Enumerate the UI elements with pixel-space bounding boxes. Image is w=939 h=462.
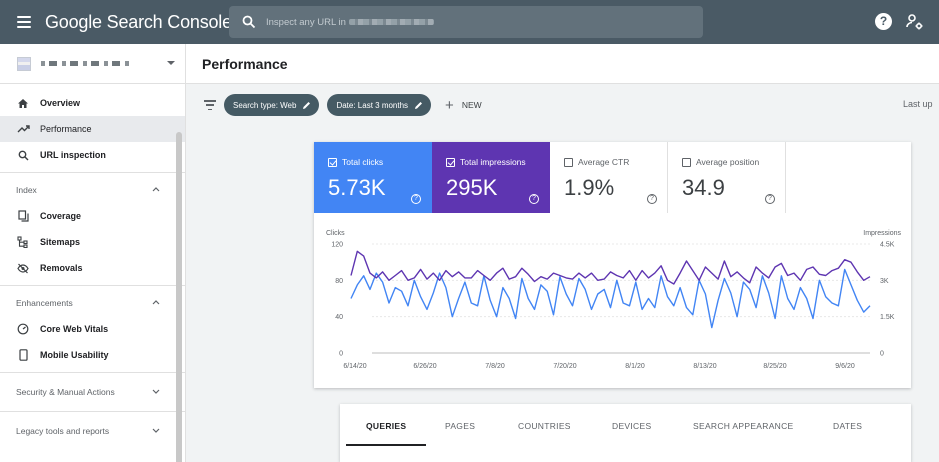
left-tick-label: 120: [331, 242, 343, 249]
clicks-series-line: [350, 268, 871, 329]
search-icon: [242, 15, 256, 29]
new-filter-button[interactable]: + NEW: [445, 96, 482, 114]
sidebar: Overview Performance URL inspection Inde…: [0, 44, 186, 462]
trending-up-icon: [16, 122, 30, 136]
checkbox-checked-icon[interactable]: [446, 157, 455, 167]
sidebar-item-performance[interactable]: Performance: [0, 116, 185, 142]
dimension-tabs: QUERIES PAGES COUNTRIES DEVICES SEARCH A…: [340, 404, 911, 462]
phone-icon: [16, 348, 30, 362]
search-icon: [16, 148, 30, 162]
date-range-chip[interactable]: Date: Last 3 months: [327, 94, 432, 116]
filter-icon[interactable]: [204, 100, 216, 110]
right-tick-label: 1.5K: [880, 314, 895, 321]
tab-dates[interactable]: DATES: [833, 421, 863, 431]
tab-search-appearance[interactable]: SEARCH APPEARANCE: [693, 421, 794, 431]
plus-icon: +: [445, 96, 454, 114]
checkbox-checked-icon[interactable]: [328, 157, 337, 167]
metric-total-clicks[interactable]: Total clicks 5.73K ?: [314, 142, 432, 213]
sidebar-item-sitemaps[interactable]: Sitemaps: [0, 229, 185, 255]
sidebar-item-overview[interactable]: Overview: [0, 90, 185, 116]
x-tick-label: 8/1/20: [625, 363, 645, 370]
top-bar: Google Search Console ?: [0, 0, 939, 44]
section-enhancements[interactable]: Enhancements: [0, 290, 185, 316]
section-index[interactable]: Index: [0, 177, 185, 203]
sidebar-item-removals[interactable]: Removals: [0, 255, 185, 281]
gauge-icon: [16, 322, 30, 336]
divider: [0, 411, 185, 412]
sidebar-item-coverage[interactable]: Coverage: [0, 203, 185, 229]
tab-devices[interactable]: DEVICES: [612, 421, 652, 431]
section-security-manual-actions[interactable]: Security & Manual Actions: [0, 377, 185, 407]
removals-icon: [16, 261, 30, 275]
sitemap-icon: [16, 235, 30, 249]
sidebar-item-core-web-vitals[interactable]: Core Web Vitals: [0, 316, 185, 342]
metric-value: 1.9%: [564, 175, 615, 200]
last-updated-text: Last up: [903, 99, 933, 109]
x-tick-label: 8/13/20: [693, 363, 716, 370]
sidebar-item-mobile-usability[interactable]: Mobile Usability: [0, 342, 185, 368]
help-icon[interactable]: ?: [647, 194, 657, 204]
active-tab-indicator: [346, 444, 426, 446]
page-header: Performance: [186, 44, 939, 84]
chevron-up-icon[interactable]: [152, 186, 160, 192]
help-icon[interactable]: ?: [875, 13, 892, 30]
checkbox-unchecked-icon[interactable]: [564, 157, 573, 167]
x-tick-label: 7/20/20: [553, 363, 576, 370]
checkbox-unchecked-icon[interactable]: [682, 157, 691, 167]
tab-queries[interactable]: QUERIES: [366, 421, 407, 431]
redacted-property-name: [41, 61, 131, 66]
x-tick-label: 9/6/20: [835, 363, 855, 370]
tab-countries[interactable]: COUNTRIES: [518, 421, 571, 431]
property-selector[interactable]: [0, 44, 185, 84]
help-icon[interactable]: ?: [411, 194, 421, 204]
metric-average-position[interactable]: Average position 34.9 ?: [668, 142, 786, 213]
right-axis-title: Impressions: [863, 230, 901, 237]
redacted-property-url: [349, 19, 434, 25]
right-tick-label: 3K: [880, 278, 889, 285]
metric-value: 34.9: [682, 175, 725, 200]
app-title: Google Search Console: [45, 11, 232, 32]
account-settings-icon[interactable]: [906, 13, 924, 31]
coverage-icon: [16, 209, 30, 223]
metric-total-impressions[interactable]: Total impressions 295K ?: [432, 142, 550, 213]
right-tick-label: 0: [880, 351, 884, 358]
metric-value: 295K: [446, 175, 498, 200]
caret-down-icon[interactable]: [167, 61, 175, 65]
divider: [0, 285, 185, 286]
menu-icon[interactable]: [17, 16, 31, 28]
x-tick-label: 7/8/20: [485, 363, 505, 370]
right-tick-label: 4.5K: [880, 242, 895, 249]
performance-chart[interactable]: Clicks Impressions 0 40 80 120 0 1.5K 3K 4.5K 6/14…: [314, 226, 911, 388]
left-tick-label: 80: [335, 278, 343, 285]
divider: [0, 172, 185, 173]
chevron-down-icon[interactable]: [152, 389, 160, 395]
divider: [0, 372, 185, 373]
help-icon[interactable]: ?: [529, 194, 539, 204]
x-tick-label: 6/26/20: [413, 363, 436, 370]
sidebar-item-url-inspection[interactable]: URL inspection: [0, 142, 185, 168]
left-tick-label: 40: [335, 314, 343, 321]
metric-average-ctr[interactable]: Average CTR 1.9% ?: [550, 142, 668, 213]
chevron-down-icon[interactable]: [152, 428, 160, 434]
tab-pages[interactable]: PAGES: [445, 421, 476, 431]
section-legacy-tools[interactable]: Legacy tools and reports: [0, 416, 185, 446]
help-icon[interactable]: ?: [765, 194, 775, 204]
edit-icon: [303, 101, 311, 109]
page-title: Performance: [202, 55, 288, 72]
sidebar-scrollbar[interactable]: [176, 132, 182, 462]
x-tick-label: 6/14/20: [343, 363, 366, 370]
home-icon: [16, 96, 30, 110]
property-favicon: [17, 56, 31, 71]
performance-card: Total clicks 5.73K ? Total impressions 2…: [314, 142, 911, 388]
search-type-chip[interactable]: Search type: Web: [224, 94, 320, 116]
chevron-up-icon[interactable]: [152, 299, 160, 305]
url-inspection-search[interactable]: [229, 6, 703, 38]
impressions-series-line: [350, 250, 871, 285]
left-tick-label: 0: [339, 351, 343, 358]
edit-icon: [415, 101, 423, 109]
filter-bar: Search type: Web Date: Last 3 months + N…: [186, 84, 939, 126]
metric-value: 5.73K: [328, 175, 386, 200]
x-tick-label: 8/25/20: [763, 363, 786, 370]
left-axis-title: Clicks: [326, 230, 345, 237]
